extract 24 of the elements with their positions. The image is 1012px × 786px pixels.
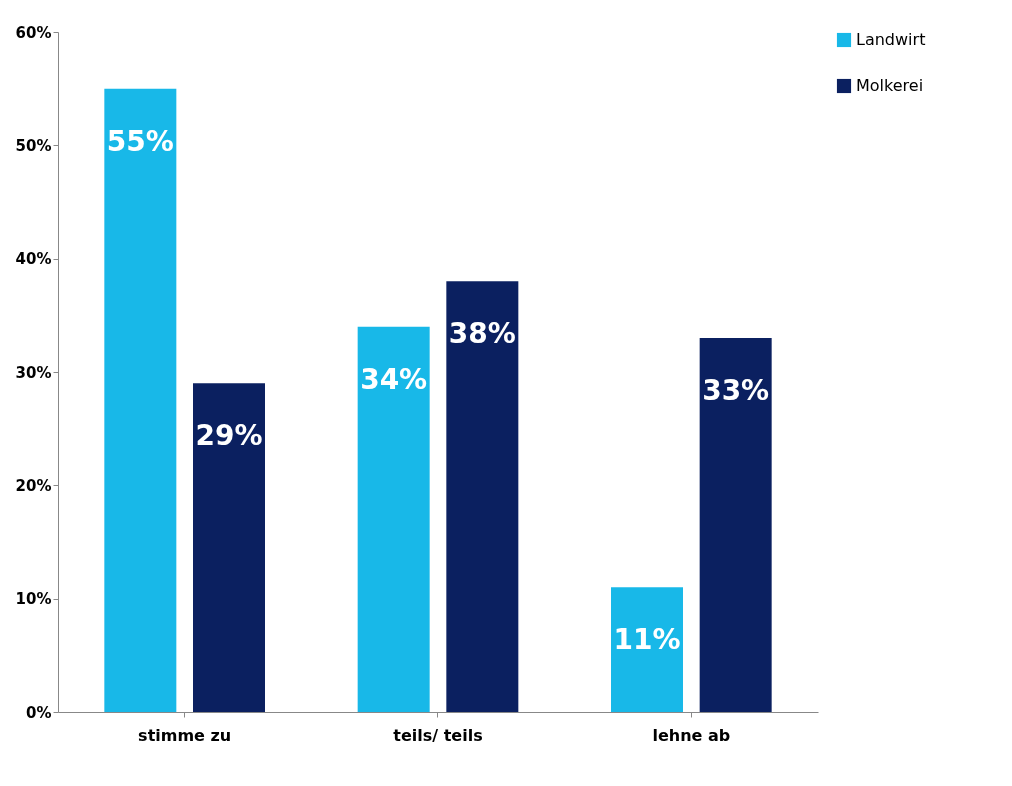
x-tick-label: lehne ab (652, 725, 731, 745)
bar (699, 338, 772, 712)
bar (611, 587, 683, 712)
y-tick-label: 60% (15, 23, 52, 42)
bar (193, 383, 265, 712)
x-tick-label: teils/ teils (393, 725, 483, 745)
data-label: 11% (613, 623, 681, 657)
data-label: 33% (702, 374, 770, 407)
bar (104, 88, 177, 712)
y-tick-label: 0% (26, 703, 52, 722)
y-tick-label: 40% (15, 250, 52, 269)
y-tick-label: 50% (15, 136, 52, 155)
y-tick-label: 30% (15, 363, 52, 382)
legend-label: Landwirt (856, 30, 926, 49)
bar (357, 326, 430, 712)
data-label: 29% (195, 419, 263, 453)
legend-label: Molkerei (856, 76, 924, 95)
data-label: 34% (360, 362, 428, 396)
data-label: 55% (106, 124, 174, 158)
x-tick-label: stimme zu (138, 725, 232, 745)
y-tick-label: 20% (15, 476, 52, 495)
bar (446, 281, 519, 712)
data-label: 38% (448, 317, 516, 351)
y-tick-label: 10% (15, 590, 52, 609)
